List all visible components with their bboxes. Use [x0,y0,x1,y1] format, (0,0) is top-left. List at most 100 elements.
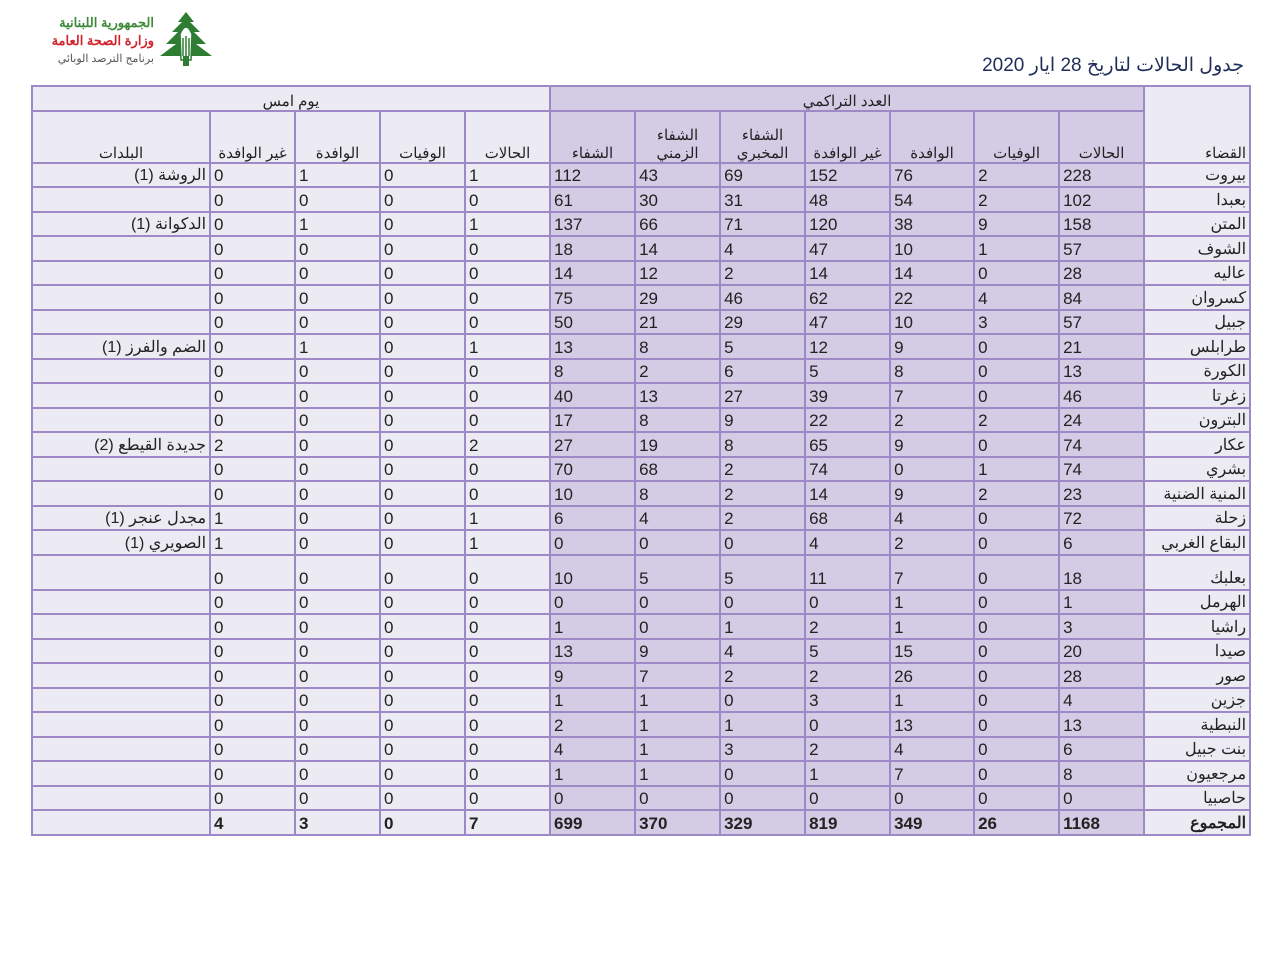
cell-yesterday-cases: 0 [464,480,552,507]
cell-non-imported: 2 [804,735,892,762]
cell-yesterday-deaths: 0 [379,161,467,188]
column-header-row: الحالات الوفيات الوافدة غير الوافدة الشف… [30,109,1250,164]
cell-yesterday-imported: 1 [294,161,382,188]
cell-yesterday-cases: 0 [464,735,552,762]
cell-district: الكورة [1143,357,1252,384]
cell-yesterday-deaths: 0 [379,504,467,531]
header-non-imported: غير الوافدة [804,109,892,164]
cell-district: بيروت [1143,161,1252,188]
cell-non-imported: 2 [804,662,892,689]
header-district: القضاء [1143,85,1252,164]
cell-non-imported: 5 [804,357,892,384]
cell-yesterday-imported: 0 [294,357,382,384]
cell-imported: 22 [889,284,976,311]
table-row: كسروان 84 4 22 62 46 29 75 0 0 0 0 [30,284,1252,311]
cell-cases: 158 [1058,210,1146,237]
cell-district: البترون [1143,406,1252,433]
cell-deaths: 2 [973,186,1061,213]
cell-chronic-recovery: 1 [634,711,722,738]
cell-towns [30,735,212,762]
cell-deaths: 0 [973,588,1061,615]
cell-towns [30,284,212,311]
cell-lab-recovery: 0 [719,784,807,811]
cell-towns [30,588,212,615]
cell-non-imported: 48 [804,186,892,213]
cell-recovery: 0 [549,529,637,556]
cell-chronic-recovery: 1 [634,760,722,787]
cell-yesterday-non-imported: 4 [209,809,297,836]
cell-yesterday-cases: 2 [464,431,552,458]
cell-yesterday-cases: 0 [464,308,552,335]
cell-deaths: 0 [973,259,1061,286]
cell-yesterday-cases: 0 [464,553,552,591]
cell-yesterday-non-imported: 0 [209,760,297,787]
cases-table: القضاء العدد التراكمي يوم امس الحالات ال… [30,85,1252,836]
cell-chronic-recovery: 1 [634,735,722,762]
table-row: صيدا 20 0 15 5 4 9 13 0 0 0 0 [30,637,1252,664]
cell-yesterday-deaths: 0 [379,308,467,335]
cell-towns [30,259,212,286]
cell-yesterday-non-imported: 0 [209,382,297,409]
cell-cases: 13 [1058,711,1146,738]
cell-recovery: 70 [549,455,637,482]
cell-imported: 349 [889,809,976,836]
cell-district: كسروان [1143,284,1252,311]
cell-non-imported: 120 [804,210,892,237]
cell-yesterday-cases: 0 [464,588,552,615]
cell-chronic-recovery: 2 [634,357,722,384]
cell-chronic-recovery: 5 [634,553,722,591]
cell-deaths: 0 [973,613,1061,640]
cell-cases: 0 [1058,784,1146,811]
cell-yesterday-imported: 0 [294,735,382,762]
cell-yesterday-cases: 0 [464,784,552,811]
cell-yesterday-non-imported: 0 [209,308,297,335]
cell-yesterday-cases: 0 [464,760,552,787]
cell-yesterday-cases: 0 [464,711,552,738]
cell-imported: 1 [889,686,976,713]
table-row: زحلة 72 0 4 68 2 4 6 1 0 0 1 مجدل عنجر (1) [30,504,1252,531]
cell-imported: 14 [889,259,976,286]
cell-district: جزين [1143,686,1252,713]
cell-yesterday-deaths: 0 [379,284,467,311]
cell-yesterday-imported: 0 [294,382,382,409]
cell-cases: 23 [1058,480,1146,507]
header-yesterday-cases: الحالات [464,109,552,164]
cell-deaths: 2 [973,161,1061,188]
cell-yesterday-cases: 0 [464,259,552,286]
cell-yesterday-non-imported: 0 [209,588,297,615]
cell-deaths: 0 [973,553,1061,591]
cell-imported: 7 [889,553,976,591]
cell-lab-recovery: 71 [719,210,807,237]
cell-deaths: 0 [973,760,1061,787]
cell-non-imported: 3 [804,686,892,713]
cell-yesterday-non-imported: 0 [209,455,297,482]
table-row: جبيل 57 3 10 47 29 21 50 0 0 0 0 [30,308,1252,335]
cell-chronic-recovery: 4 [634,504,722,531]
cell-yesterday-deaths: 0 [379,735,467,762]
cell-lab-recovery: 0 [719,760,807,787]
cell-lab-recovery: 329 [719,809,807,836]
cell-recovery: 40 [549,382,637,409]
cell-imported: 9 [889,431,976,458]
cell-non-imported: 4 [804,529,892,556]
cell-deaths: 1 [973,455,1061,482]
cell-chronic-recovery: 43 [634,161,722,188]
header-yesterday-deaths: الوفيات [379,109,467,164]
cell-yesterday-deaths: 0 [379,529,467,556]
cell-yesterday-non-imported: 0 [209,210,297,237]
cell-yesterday-non-imported: 0 [209,686,297,713]
cell-imported: 0 [889,455,976,482]
cell-yesterday-deaths: 0 [379,637,467,664]
cell-district: بعلبك [1143,553,1252,591]
cell-district: المنية الضنية [1143,480,1252,507]
cell-deaths: 0 [973,711,1061,738]
cell-district: النبطية [1143,711,1252,738]
cell-chronic-recovery: 13 [634,382,722,409]
cell-yesterday-deaths: 0 [379,333,467,360]
cell-yesterday-imported: 0 [294,431,382,458]
cell-towns: الدكوانة (1) [30,210,212,237]
cell-yesterday-non-imported: 0 [209,480,297,507]
cell-deaths: 0 [973,784,1061,811]
cell-towns [30,455,212,482]
cell-chronic-recovery: 0 [634,784,722,811]
